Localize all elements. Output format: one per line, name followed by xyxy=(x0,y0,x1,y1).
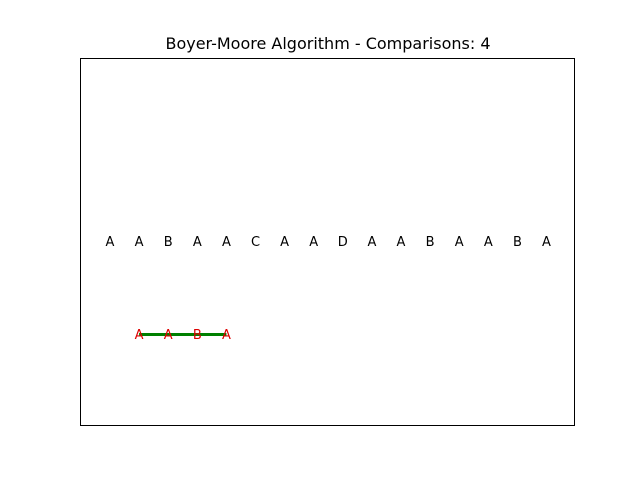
text-char: A xyxy=(455,235,464,250)
text-char: B xyxy=(164,235,173,250)
plot-frame xyxy=(80,58,575,426)
plot-title: Boyer-Moore Algorithm - Comparisons: 4 xyxy=(165,34,491,53)
text-char: A xyxy=(309,235,318,250)
text-char: A xyxy=(484,235,493,250)
text-char: A xyxy=(280,235,289,250)
text-char: A xyxy=(367,235,376,250)
text-char: A xyxy=(193,235,202,250)
text-char: A xyxy=(397,235,406,250)
text-char: A xyxy=(222,235,231,250)
text-char: B xyxy=(426,235,435,250)
pattern-char: A xyxy=(135,328,144,343)
text-char: D xyxy=(338,235,348,250)
pattern-char: B xyxy=(193,328,202,343)
pattern-char: A xyxy=(222,328,231,343)
text-char: B xyxy=(513,235,522,250)
text-char: C xyxy=(251,235,260,250)
text-char: A xyxy=(135,235,144,250)
pattern-char: A xyxy=(164,328,173,343)
text-char: A xyxy=(542,235,551,250)
text-char: A xyxy=(106,235,115,250)
